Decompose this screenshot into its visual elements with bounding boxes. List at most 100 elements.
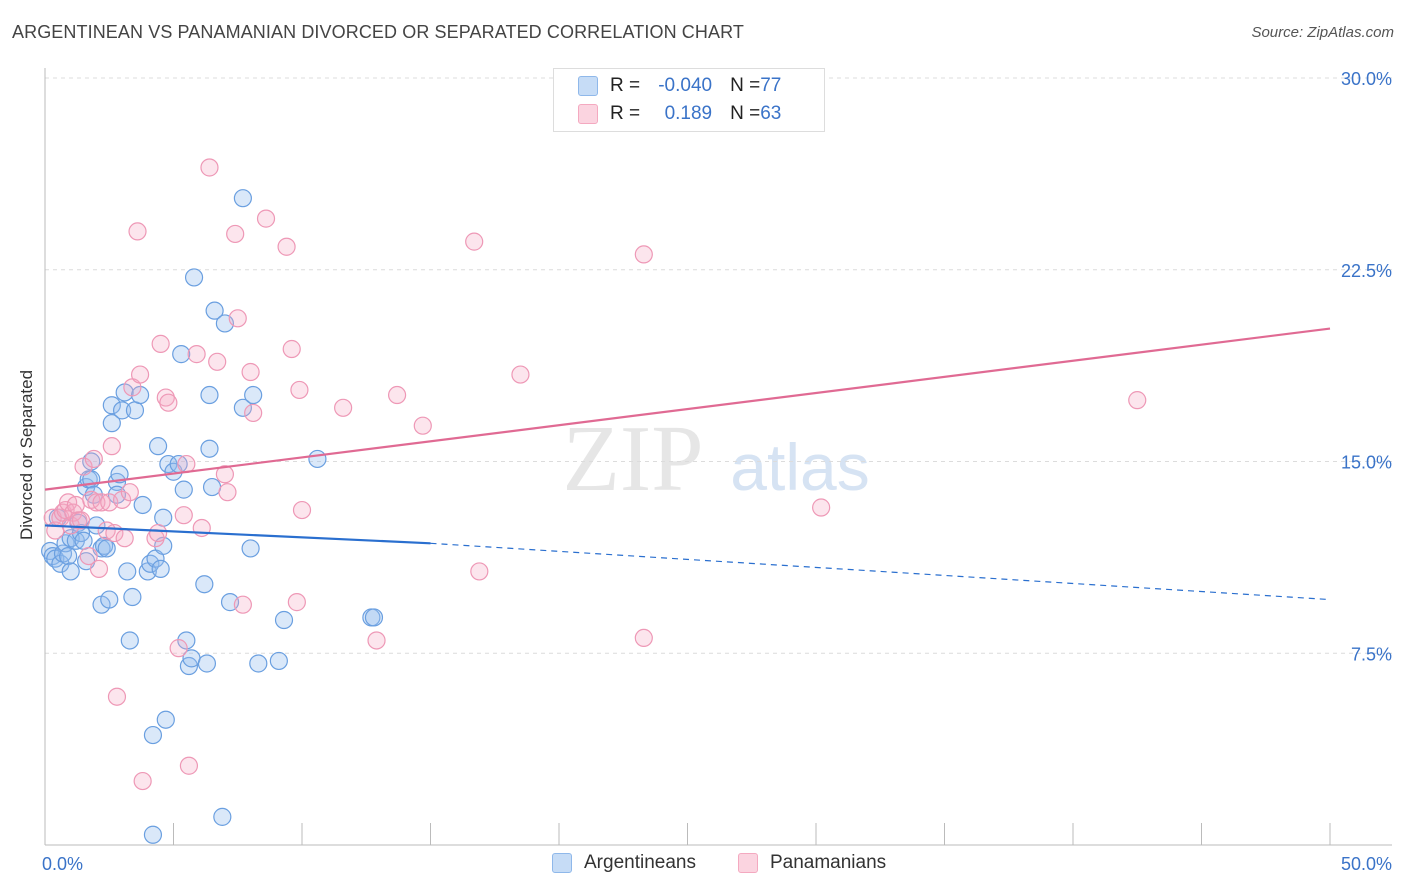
argentinean-point [200,385,219,405]
argentinean-point [244,385,263,405]
argentinean-point [118,562,137,581]
argentinean-point [102,414,121,433]
panamanian-point [334,398,353,417]
x-tick-label: 0.0% [42,854,83,874]
panamanian-point [89,559,109,578]
panamanian-point [208,352,227,371]
panamanian-point [120,483,139,502]
argentinean-point [120,631,139,650]
argentinean-point [141,554,160,573]
legend-item-argentineans[interactable]: Argentineans [552,852,696,874]
legend-label-panamanians: Panamanians [769,852,887,873]
panamanian-point [215,465,234,484]
panamanian-point [133,771,152,791]
panamanian-point [292,500,312,520]
stats-row-argentineans: R = -0.040 N = 77 [578,75,781,97]
argentinean-point [269,651,288,671]
series-legend: Argentineans Panamanians [552,852,928,874]
r-label: R = [610,75,641,96]
argentinean-point [202,477,222,497]
panamanian-point [413,416,432,435]
argentinean-point [195,575,214,594]
argentinean-point [197,654,217,673]
argentinean-point [274,610,294,630]
argentinean-point [205,301,224,320]
panamanian-point [244,403,263,423]
panamanian-point [148,523,168,543]
x-tick-label: 50.0% [1341,854,1392,874]
panamanian-point [187,345,206,364]
panamanian-point [115,529,134,548]
panamanian-point [218,483,237,502]
argentinean-point [95,536,114,555]
argentinean-point [308,449,327,469]
argentineans-swatch [578,76,598,96]
legend-item-panamanians[interactable]: Panamanians [737,852,887,874]
n-label: N = [730,103,761,124]
panamanians-legend-swatch [737,853,758,873]
argentinean-point [61,562,80,581]
argentinean-point [156,710,175,729]
argentinean-point [123,587,142,607]
panamanian-point [107,687,127,706]
stats-row-panamanians: R = 0.189 N = 63 [578,103,781,125]
panamanian-point [92,493,111,512]
n-value-argentineans: 77 [760,75,782,96]
argentinean-point [233,398,252,417]
panamanian-point [79,546,98,566]
n-value-panamanians: 63 [760,103,782,124]
argentinean-point [213,807,232,826]
panamanian-point [233,595,252,614]
panamanian-point [102,437,121,456]
panamanians-swatch [578,104,598,124]
watermark-atlas: atlas [730,430,869,504]
panamanian-point [367,631,386,650]
panamanian-point [634,628,653,648]
argentinean-point [102,396,121,415]
argentinean-point [233,189,252,208]
panamanian-point [812,498,831,517]
argentinean-point [100,590,119,609]
panamanian-point [200,158,219,177]
argentinean-point [151,559,170,578]
argentinean-point [97,539,116,558]
panamanian-point [287,593,306,612]
argentinean-point [177,631,196,650]
panamanian-point [71,511,91,530]
argentinean-point [364,608,384,627]
panamanian-point [465,232,484,251]
n-label: N = [730,75,761,96]
r-label: R = [610,103,641,124]
panamanian-point [290,380,309,400]
panamanian-point [177,454,196,474]
argentinean-point [130,385,150,405]
panamanian-point [151,334,170,353]
panamanian-point [387,385,407,405]
y-tick-label: 22.5% [1341,261,1392,281]
panamanian-point [282,339,301,359]
panamanian-point [226,224,245,244]
panamanian-point [87,493,106,512]
panamanian-point [174,506,193,525]
argentinean-point [200,439,219,458]
panamanian-point [84,449,103,469]
argentinean-point [241,539,260,558]
y-tick-label: 30.0% [1341,69,1392,89]
stats-legend: R = -0.040 N = 77 R = 0.189 N = 63 [553,68,825,132]
argentinean-point [143,725,163,745]
panamanian-point [634,245,653,264]
argentinean-point [184,268,204,287]
argentineans-legend-swatch [552,853,572,873]
watermark-zip: ZIP [563,407,704,511]
panamanian-point [511,365,530,384]
panamanian-point [277,237,296,256]
y-tick-label: 15.0% [1341,453,1392,473]
panamanian-point [159,393,178,412]
argentinean-point [110,465,129,484]
r-value-argentineans: -0.040 [658,75,713,96]
y-tick-label: 7.5% [1351,644,1392,664]
argentinean-point [112,401,132,420]
panamanian-point [74,457,93,476]
panamanian-point [112,490,132,509]
r-value-panamanians: 0.189 [664,103,713,124]
